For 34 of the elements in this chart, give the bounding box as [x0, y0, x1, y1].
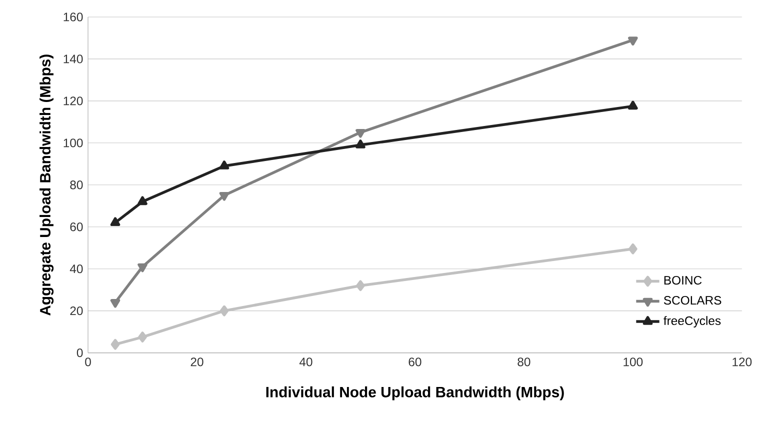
point — [138, 196, 148, 206]
x-tick-label: 0 — [85, 358, 91, 366]
point — [220, 305, 229, 316]
x-tick-label: 100 — [624, 358, 643, 366]
point — [138, 263, 148, 272]
x-tick-label: 60 — [408, 358, 422, 366]
legend-label: freeCycles — [664, 316, 721, 328]
point — [110, 217, 120, 226]
legend-label: BOINC — [664, 276, 702, 285]
y-tick-label: 40 — [70, 264, 83, 274]
point — [628, 244, 638, 254]
x-tick-label: 40 — [299, 358, 312, 366]
y-tick-label: 20 — [70, 306, 83, 316]
y-tick-label: 160 — [64, 12, 83, 22]
x-tick-label: 120 — [732, 358, 752, 366]
y-axis-title: Aggregate Upload Bandwidth (Mbps) — [40, 54, 54, 316]
point — [110, 299, 120, 308]
y-tick-label: 120 — [64, 96, 83, 106]
point — [356, 280, 365, 292]
point — [356, 140, 366, 148]
y-tick-label: 60 — [70, 222, 83, 232]
x-tick-label: 20 — [190, 358, 204, 366]
x-tick-label: 80 — [518, 358, 530, 366]
point — [219, 160, 230, 170]
y-tick-label: 80 — [70, 180, 83, 190]
point — [110, 339, 120, 350]
y-tick-label: 100 — [64, 138, 83, 148]
y-tick-label: 0 — [76, 348, 83, 358]
point — [219, 192, 230, 201]
legend-label: SCOLARS — [664, 296, 722, 305]
point — [628, 100, 638, 110]
x-axis-title: Individual Node Upload Bandwidth (Mbps) — [266, 386, 564, 400]
point — [138, 332, 147, 343]
y-tick-label: 140 — [64, 54, 83, 64]
